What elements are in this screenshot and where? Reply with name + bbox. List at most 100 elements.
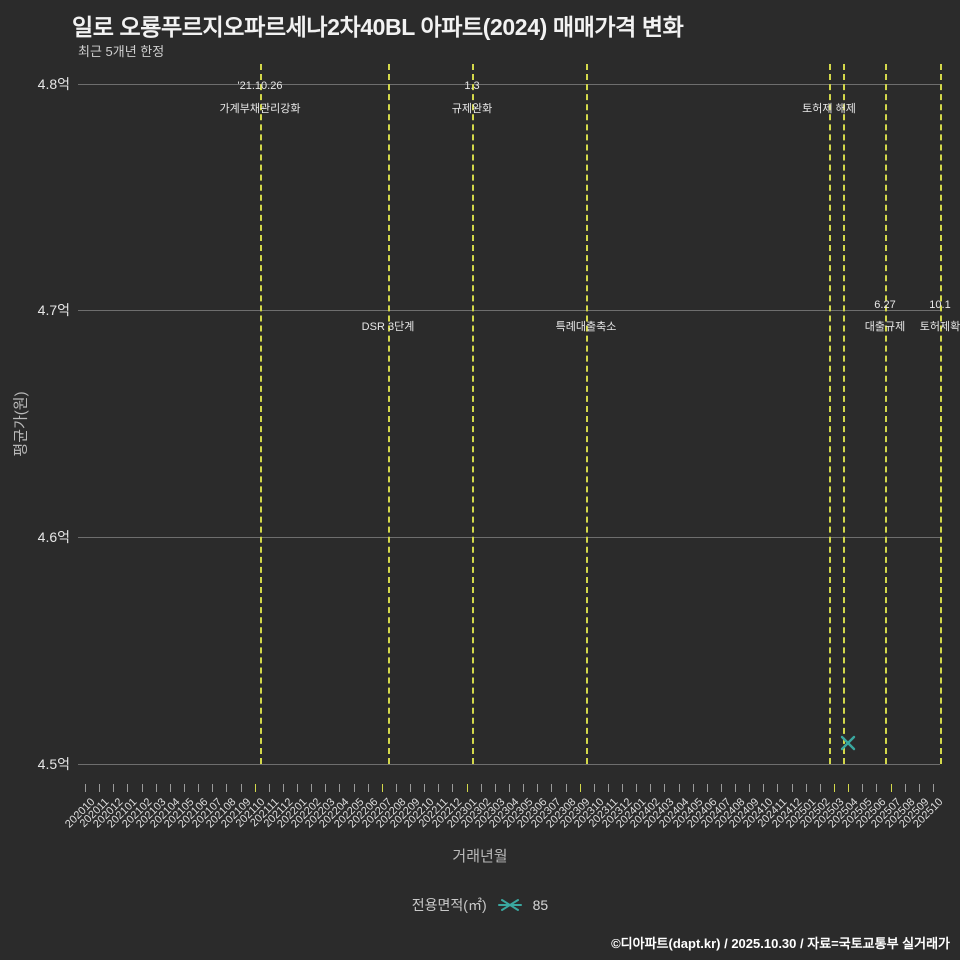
- x-axis-tick-mark: [410, 784, 412, 792]
- event-loan-regulation-line: [885, 64, 887, 764]
- x-axis-tick-mark: [890, 784, 892, 792]
- event-special-loan-cut-label: 특례대출축소: [555, 321, 617, 333]
- x-axis-tick-mark: [904, 784, 906, 792]
- chart-subtitle: 최근 5개년 한정: [78, 44, 165, 59]
- x-axis-tick-mark: [523, 784, 525, 792]
- event-toheoje-expand-line: [940, 64, 942, 764]
- event-unlabeled-line: [843, 64, 845, 764]
- data-point-x-marker: [839, 734, 857, 752]
- y-axis-ticks: 4.8억 4.7억 4.6억 4.5억: [0, 76, 78, 772]
- x-axis-tick-mark: [127, 784, 129, 792]
- x-axis-tick-mark: [720, 784, 722, 792]
- event-loan-regulation-label: 대출규제: [864, 321, 906, 333]
- x-axis-tick-mark: [198, 784, 200, 792]
- x-axis-tick-mark: [932, 784, 934, 792]
- x-axis-tick-mark: [819, 784, 821, 792]
- x-axis-tick-mark: [254, 784, 256, 792]
- x-axis-tick-mark: [565, 784, 567, 792]
- x-axis-tick-mark: [268, 784, 270, 792]
- x-axis-tick-mark: [353, 784, 355, 792]
- event-deregulation-label: 규제완화: [451, 103, 493, 115]
- x-axis-tick-mark: [551, 784, 553, 792]
- x-axis-tick-mark: [325, 784, 327, 792]
- x-marker-icon: [497, 897, 523, 913]
- x-axis-tick-mark: [706, 784, 708, 792]
- x-axis-tick-mark: [99, 784, 101, 792]
- x-axis-tick-mark: [141, 784, 143, 792]
- y-axis-tick-label: 4.8억: [37, 76, 70, 92]
- x-axis-tick-mark: [749, 784, 751, 792]
- x-axis-tick-mark: [537, 784, 539, 792]
- x-axis-tick-mark: [692, 784, 694, 792]
- x-axis-tick-mark: [395, 784, 397, 792]
- x-axis-tick-mark: [339, 784, 341, 792]
- x-axis-tick-mark: [735, 784, 737, 792]
- x-axis-tick-mark: [367, 784, 369, 792]
- footer-credit: ©디아파트(dapt.kr) / 2025.10.30 / 자료=국토교통부 실…: [611, 936, 950, 951]
- event-dsr3-line: [388, 64, 390, 764]
- event-dsr3-label: DSR 3단계: [361, 321, 415, 333]
- x-axis-tick-mark: [664, 784, 666, 792]
- x-axis-ticks: 202010 202011 202012 202101 202102 202103 2021…: [63, 764, 945, 854]
- chart-title: 일로 오룡푸르지오파르세나2차40BL 아파트(2024) 매매가격 변화: [72, 14, 684, 40]
- x-axis-tick-mark: [862, 784, 864, 792]
- x-axis-tick-mark: [918, 784, 920, 792]
- x-axis-tick-mark: [85, 784, 87, 792]
- y-axis-tick-label: 4.6억: [37, 529, 70, 545]
- y-axis-tick-label: 4.7억: [37, 302, 70, 318]
- x-axis-tick-mark: [282, 784, 284, 792]
- event-deregulation-date: 1.3: [464, 80, 480, 92]
- x-axis-tick-mark: [763, 784, 765, 792]
- legend-value: 85: [532, 897, 549, 913]
- x-axis-tick-mark: [297, 784, 299, 792]
- x-axis-tick-mark: [876, 784, 878, 792]
- x-axis-tick-mark: [452, 784, 454, 792]
- gridline: [78, 310, 940, 311]
- x-axis-tick-mark: [509, 784, 510, 792]
- x-axis-tick-mark: [480, 784, 482, 792]
- y-axis-tick-label: 4.5억: [37, 756, 70, 772]
- x-axis-tick-mark: [607, 784, 609, 792]
- event-household-debt-label: 가계부채관리강화: [219, 103, 301, 115]
- x-axis-tick-mark: [155, 784, 157, 792]
- x-axis-tick-mark: [381, 784, 383, 792]
- x-axis-tick-mark: [424, 784, 426, 792]
- x-axis-tick-mark: [240, 784, 242, 792]
- x-axis-tick-mark: [466, 784, 468, 792]
- event-toheoje-release-label: 토허제 해제: [802, 103, 856, 115]
- x-axis-tick-mark: [834, 784, 836, 792]
- plot-area: [78, 84, 940, 765]
- x-axis-tick-mark: [169, 784, 171, 792]
- event-loan-regulation-date: 6.27: [874, 299, 896, 311]
- x-axis-tick-mark: [212, 784, 214, 792]
- event-deregulation-line: [472, 64, 474, 764]
- x-axis-tick-mark: [579, 784, 581, 792]
- event-household-debt-date: '21.10.26: [237, 80, 283, 92]
- x-axis-tick-mark: [791, 784, 793, 792]
- x-axis-tick-mark: [678, 784, 680, 792]
- event-toheoje-expand-date: 10.1: [929, 299, 951, 311]
- gridline: [78, 84, 940, 85]
- event-household-debt-line: [260, 64, 262, 764]
- x-axis-tick-mark: [593, 784, 595, 792]
- gridline: [78, 764, 940, 765]
- x-axis-tick-mark: [183, 784, 185, 792]
- x-axis-tick-mark: [848, 784, 850, 792]
- x-axis-tick-mark: [113, 784, 115, 792]
- x-axis-tick-mark: [805, 784, 807, 792]
- x-axis-tick-mark: [494, 784, 496, 792]
- x-axis-tick-mark: [622, 784, 624, 792]
- x-axis-tick-mark: [311, 784, 313, 792]
- legend: 전용면적(㎡) 85: [0, 895, 960, 915]
- x-axis-title: 거래년월: [452, 848, 508, 865]
- x-axis-tick-mark: [438, 784, 440, 792]
- legend-title: 전용면적(㎡): [411, 897, 487, 913]
- x-axis-tick-mark: [650, 784, 652, 792]
- x-axis-tick-mark: [226, 784, 228, 792]
- x-axis-tick-mark: [777, 784, 779, 792]
- event-toheoje-release-line: [829, 64, 831, 764]
- gridline: [78, 537, 940, 538]
- x-axis-tick-mark: [636, 784, 638, 792]
- event-toheoje-expand-label: 토허제확: [919, 321, 960, 333]
